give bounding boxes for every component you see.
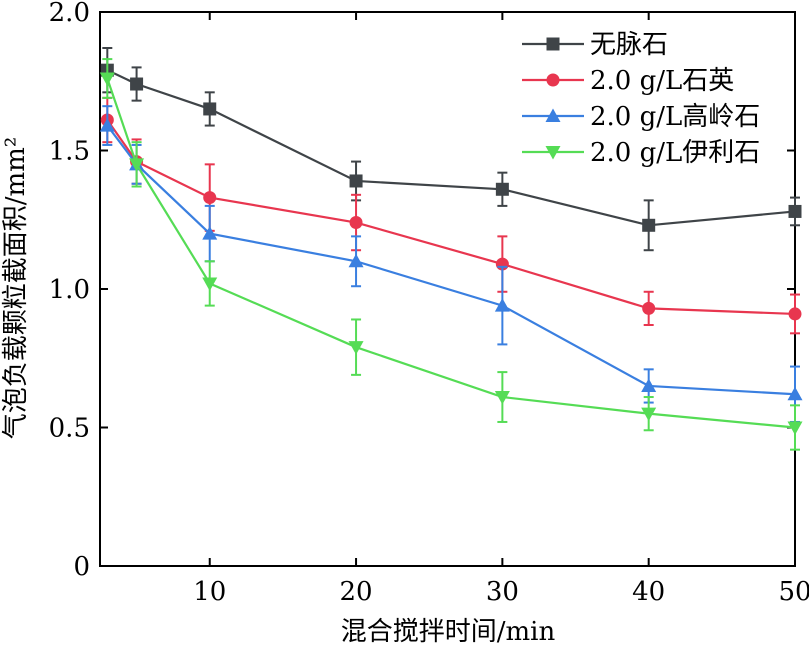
data-point: [99, 72, 115, 86]
data-point: [203, 102, 217, 116]
legend-label: 2.0 g/L伊利石: [590, 138, 760, 168]
x-tick-label: 20: [340, 577, 373, 607]
y-tick-label: 0: [73, 552, 90, 582]
data-point: [129, 158, 145, 172]
data-point: [788, 204, 802, 218]
series-4: [99, 58, 803, 451]
data-point: [641, 407, 657, 422]
y-tick-label: 0.5: [49, 414, 90, 444]
data-point: [494, 391, 510, 405]
y-axis-label: 气泡负载颗粒截面积/mm²: [1, 137, 31, 440]
data-point: [641, 378, 657, 392]
legend-marker: [546, 37, 560, 51]
data-point: [348, 341, 364, 355]
data-point: [202, 226, 218, 240]
legend-item-2: 2.0 g/L石英: [522, 66, 734, 96]
data-point: [787, 421, 803, 435]
data-point: [348, 253, 364, 268]
data-point: [642, 218, 656, 232]
series-layer: [99, 47, 803, 451]
data-point: [787, 386, 803, 401]
x-tick-label: 10: [193, 577, 226, 607]
x-tick-label: 40: [632, 577, 665, 607]
y-tick-label: 1.0: [49, 275, 90, 305]
legend-item-4: 2.0 g/L伊利石: [522, 138, 760, 168]
data-point: [349, 174, 363, 188]
y-tick-label: 2.0: [49, 0, 90, 28]
legend-marker: [545, 146, 561, 160]
x-tick-label: 50: [778, 577, 809, 607]
data-point: [495, 182, 509, 196]
data-point: [202, 277, 218, 291]
axes: 0 0.5 1.0 1.5 2.0 10 20 30 40 50: [49, 0, 809, 607]
x-axis-label: 混合搅拌时间/min: [341, 617, 556, 647]
data-point: [788, 307, 802, 321]
legend-item-1: 无脉石: [522, 30, 668, 60]
legend-label: 2.0 g/L高岭石: [590, 102, 760, 132]
data-point: [494, 298, 510, 312]
legend-label: 2.0 g/L石英: [590, 66, 734, 96]
legend-marker: [545, 108, 561, 122]
legend-item-3: 2.0 g/L高岭石: [522, 102, 760, 132]
legend: 无脉石 2.0 g/L石英 2.0 g/L高岭石 2.0 g/L伊利石: [522, 30, 760, 168]
x-tick-label: 30: [486, 577, 519, 607]
data-point: [349, 216, 363, 230]
legend-label: 无脉石: [590, 30, 668, 60]
legend-marker: [546, 73, 560, 87]
data-point: [99, 118, 115, 132]
data-point: [130, 77, 144, 91]
data-point: [642, 301, 656, 315]
data-point: [203, 191, 217, 205]
y-tick-label: 1.5: [49, 137, 90, 167]
series-1: [100, 47, 802, 252]
series-2: [100, 96, 802, 335]
